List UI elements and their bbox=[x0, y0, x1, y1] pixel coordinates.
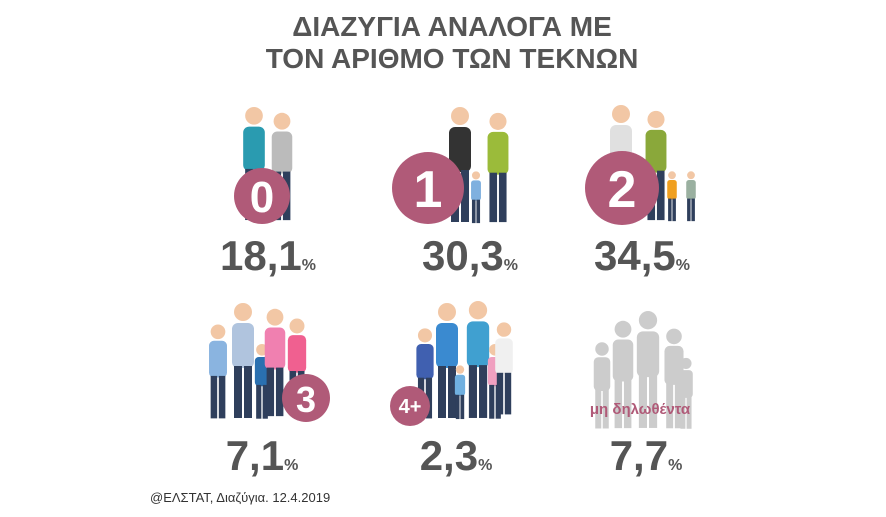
source-note: @ΕΛΣΤΑΤ, Διαζύγια. 12.4.2019 bbox=[150, 490, 330, 505]
unit: % bbox=[284, 457, 298, 474]
badge bbox=[234, 168, 290, 224]
unit: % bbox=[676, 257, 690, 274]
badge bbox=[390, 386, 430, 426]
percentage: 30,3% bbox=[422, 232, 518, 279]
badge-label: 4+ bbox=[399, 396, 422, 418]
badge bbox=[585, 151, 659, 225]
family-illustration bbox=[416, 301, 513, 420]
value: 30,3 bbox=[422, 232, 504, 279]
badge-label: 0 bbox=[250, 173, 274, 222]
unit: % bbox=[668, 457, 682, 474]
value: 18,1 bbox=[220, 232, 302, 279]
title-line: ΤΟΝ ΑΡΙΘΜΟ ΤΩΝ ΤΕΚΝΩΝ bbox=[266, 43, 639, 74]
badge-label: μη δηλωθέντα bbox=[590, 401, 691, 418]
badge bbox=[392, 152, 464, 224]
percentage: 34,5% bbox=[594, 232, 690, 279]
percentage: 7,1% bbox=[226, 432, 299, 479]
value: 34,5 bbox=[594, 232, 676, 279]
badge-label: 2 bbox=[608, 161, 637, 219]
value: 7,1 bbox=[226, 432, 284, 479]
value: 2,3 bbox=[420, 432, 478, 479]
percentage: 7,7% bbox=[610, 432, 683, 479]
badge-label: 3 bbox=[296, 379, 316, 420]
unit: % bbox=[302, 257, 316, 274]
badge-label: 1 bbox=[414, 161, 443, 219]
badge bbox=[282, 374, 330, 422]
percentage: 2,3% bbox=[420, 432, 493, 479]
unit: % bbox=[504, 257, 518, 274]
title-line: ΔΙΑΖΥΓΙΑ ΑΝΑΛΟΓΑ ΜΕ bbox=[292, 11, 612, 42]
unit: % bbox=[478, 457, 492, 474]
value: 7,7 bbox=[610, 432, 668, 479]
percentage: 18,1% bbox=[220, 232, 316, 279]
